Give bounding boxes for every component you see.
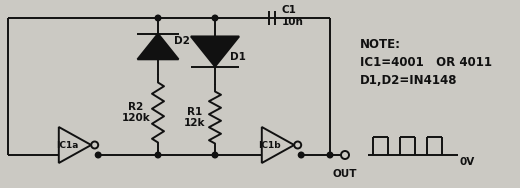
Circle shape <box>155 152 161 158</box>
Text: 0V: 0V <box>460 157 475 167</box>
Text: D2: D2 <box>174 36 190 46</box>
Text: IC1a: IC1a <box>56 142 78 151</box>
Circle shape <box>327 152 333 158</box>
Text: D1: D1 <box>230 52 246 61</box>
Circle shape <box>155 15 161 21</box>
Text: OUT: OUT <box>333 169 357 179</box>
Text: IC1b: IC1b <box>258 142 281 151</box>
Circle shape <box>212 15 218 21</box>
Polygon shape <box>137 34 178 59</box>
Polygon shape <box>191 36 239 67</box>
Circle shape <box>212 152 218 158</box>
Circle shape <box>298 152 304 158</box>
Text: R1
12k: R1 12k <box>184 107 206 128</box>
Text: R2
120k: R2 120k <box>122 102 150 123</box>
Text: NOTE:
IC1=4001   OR 4011
D1,D2=IN4148: NOTE: IC1=4001 OR 4011 D1,D2=IN4148 <box>360 38 492 87</box>
Circle shape <box>95 152 101 158</box>
Text: C1
10n: C1 10n <box>282 5 304 27</box>
